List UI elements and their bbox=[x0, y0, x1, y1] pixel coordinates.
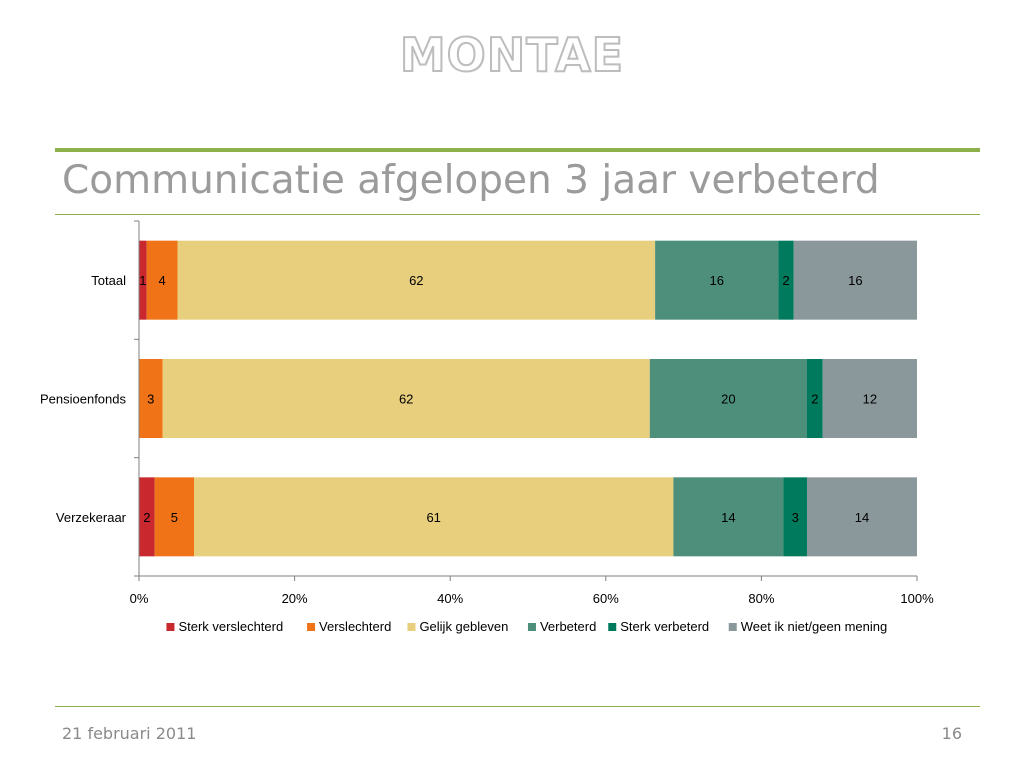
bar-segment-verzekeraar-0 bbox=[139, 477, 155, 557]
legend-entry: Gelijk gebleven bbox=[419, 619, 508, 634]
legend-entry: Sterk verslechterd bbox=[178, 619, 283, 634]
title-underline bbox=[55, 214, 980, 215]
bar-segment-pensioenfonds-3 bbox=[649, 359, 807, 438]
bar-segment-pensioenfonds-2 bbox=[162, 359, 650, 438]
legend-entry: Verbeterd bbox=[540, 619, 596, 634]
footer-rule bbox=[55, 706, 980, 707]
data-label: 61 bbox=[426, 510, 440, 525]
bar-segment-verzekeraar-2 bbox=[194, 477, 674, 557]
bar-segment-verzekeraar-5 bbox=[806, 477, 917, 557]
data-label: 16 bbox=[848, 273, 862, 288]
bar-segment-totaal-4 bbox=[778, 240, 794, 320]
header-rule bbox=[55, 148, 980, 152]
legend-swatch bbox=[608, 623, 617, 631]
data-label: 3 bbox=[147, 392, 154, 407]
bar-segment-verzekeraar-1 bbox=[154, 477, 195, 557]
bar-segment-totaal-3 bbox=[655, 240, 779, 320]
data-label: 20 bbox=[721, 392, 735, 407]
data-label: 2 bbox=[143, 510, 150, 525]
legend-swatch bbox=[307, 623, 316, 631]
legend-swatch bbox=[527, 623, 536, 631]
x-tick-label: 40% bbox=[437, 591, 463, 606]
data-label: 16 bbox=[709, 273, 723, 288]
legend-entry: Weet ik niet/geen mening bbox=[741, 619, 887, 634]
footer-date: 21 februari 2011 bbox=[62, 724, 197, 743]
bar-segment-pensioenfonds-1 bbox=[139, 359, 163, 438]
x-tick-label: 20% bbox=[282, 591, 308, 606]
bar-segment-totaal-1 bbox=[146, 240, 178, 320]
page-number: 16 bbox=[941, 724, 962, 743]
data-label: 14 bbox=[721, 510, 735, 525]
data-label: 3 bbox=[792, 510, 799, 525]
data-label: 62 bbox=[409, 273, 423, 288]
bar-segment-verzekeraar-4 bbox=[783, 477, 807, 557]
x-tick-label: 80% bbox=[748, 591, 774, 606]
legend-swatch bbox=[728, 623, 737, 631]
bar-segment-pensioenfonds-4 bbox=[806, 359, 823, 438]
data-label: 12 bbox=[863, 392, 877, 407]
legend-entry: Sterk verbeterd bbox=[620, 619, 709, 634]
x-tick-label: 60% bbox=[593, 591, 619, 606]
data-label: 62 bbox=[399, 392, 413, 407]
data-label: 2 bbox=[811, 392, 818, 407]
x-tick-label: 0% bbox=[130, 591, 149, 606]
data-label: 14 bbox=[855, 510, 869, 525]
category-label-verzekeraar: Verzekeraar bbox=[56, 510, 127, 525]
slide-title: Communicatie afgelopen 3 jaar verbeterd bbox=[62, 158, 880, 203]
bar-segment-pensioenfonds-5 bbox=[822, 359, 917, 438]
bar-segment-totaal-0 bbox=[139, 240, 147, 320]
category-label-totaal: Totaal bbox=[91, 273, 126, 288]
category-label-pensioenfonds: Pensioenfonds bbox=[40, 392, 127, 407]
data-label: 2 bbox=[782, 273, 789, 288]
x-tick-label: 100% bbox=[900, 591, 934, 606]
legend-entry: Verslechterd bbox=[319, 619, 391, 634]
legend-swatch bbox=[407, 623, 416, 631]
data-label: 1 bbox=[139, 273, 146, 288]
legend-swatch bbox=[166, 623, 175, 631]
stacked-bar-chart: 1 4 62 16 2 16 Totaal 3 62 20 2 12 Pensioenfonds 2 5 61… bbox=[40, 220, 934, 634]
bar-segment-verzekeraar-3 bbox=[673, 477, 784, 557]
data-label: 4 bbox=[158, 273, 165, 288]
data-label: 5 bbox=[171, 510, 178, 525]
montae-logo: MONTAE bbox=[399, 27, 625, 83]
bar-segment-totaal-2 bbox=[177, 240, 656, 320]
bar-segment-totaal-5 bbox=[793, 240, 917, 320]
